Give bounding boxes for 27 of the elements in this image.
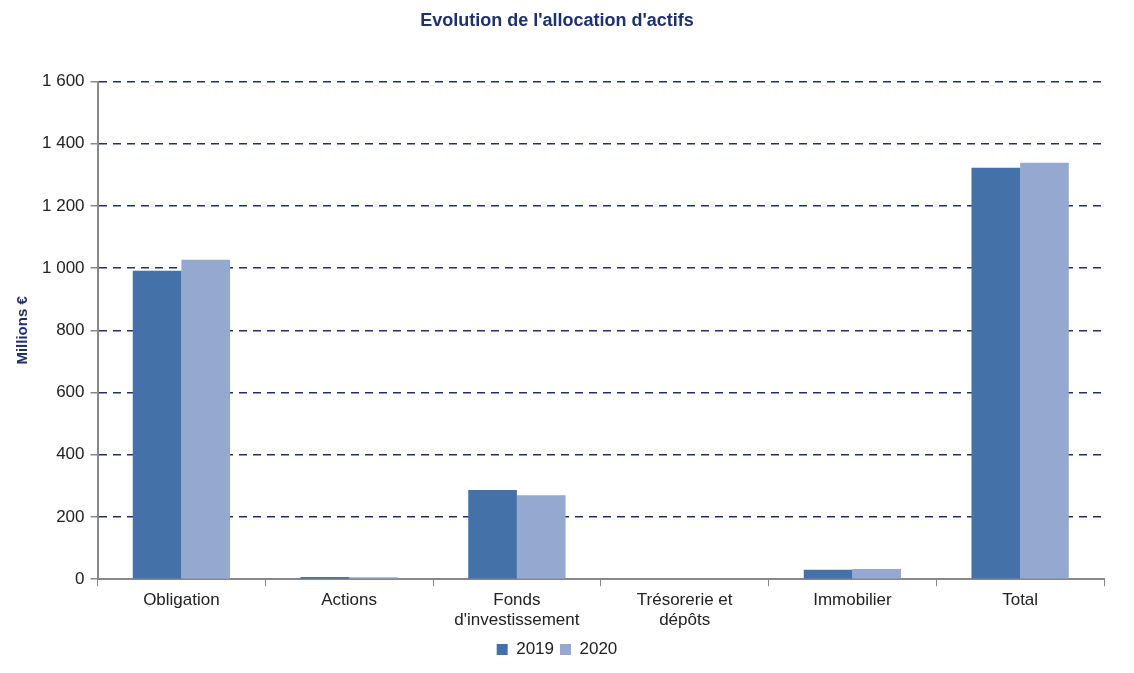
x-tick-label: Total — [1002, 590, 1039, 610]
bar — [971, 167, 1021, 579]
x-tick-label: Trésorerie et dépôts — [636, 590, 733, 630]
bar — [468, 489, 517, 579]
y-tick-label: 600 — [56, 382, 85, 402]
y-axis-title: Millions € — [13, 295, 31, 365]
bar — [132, 270, 182, 579]
y-tick-label: 400 — [56, 444, 85, 464]
y-tick-label: 1 400 — [41, 133, 85, 153]
x-tick-label: Obligation — [143, 590, 220, 610]
bar — [803, 569, 853, 579]
x-tick-label: Fonds d'investissement — [454, 590, 580, 630]
y-tick-label: 1 200 — [41, 195, 85, 215]
legend-label: 2019 — [516, 639, 555, 659]
bar — [852, 568, 902, 579]
legend-label: 2020 — [579, 639, 618, 659]
y-tick-label: 1 000 — [41, 257, 85, 277]
chart-title: Evolution de l'allocation d'actifs — [420, 9, 694, 30]
y-tick-label: 1 600 — [41, 71, 85, 91]
x-tick-label: Actions — [321, 590, 378, 610]
bar — [516, 495, 566, 579]
y-tick-label: 200 — [56, 506, 85, 526]
bar — [181, 259, 231, 579]
x-tick-label: Immobilier — [813, 590, 892, 610]
y-tick-label: 800 — [56, 320, 85, 340]
bar — [1020, 162, 1069, 579]
y-tick-label: 0 — [75, 568, 85, 588]
